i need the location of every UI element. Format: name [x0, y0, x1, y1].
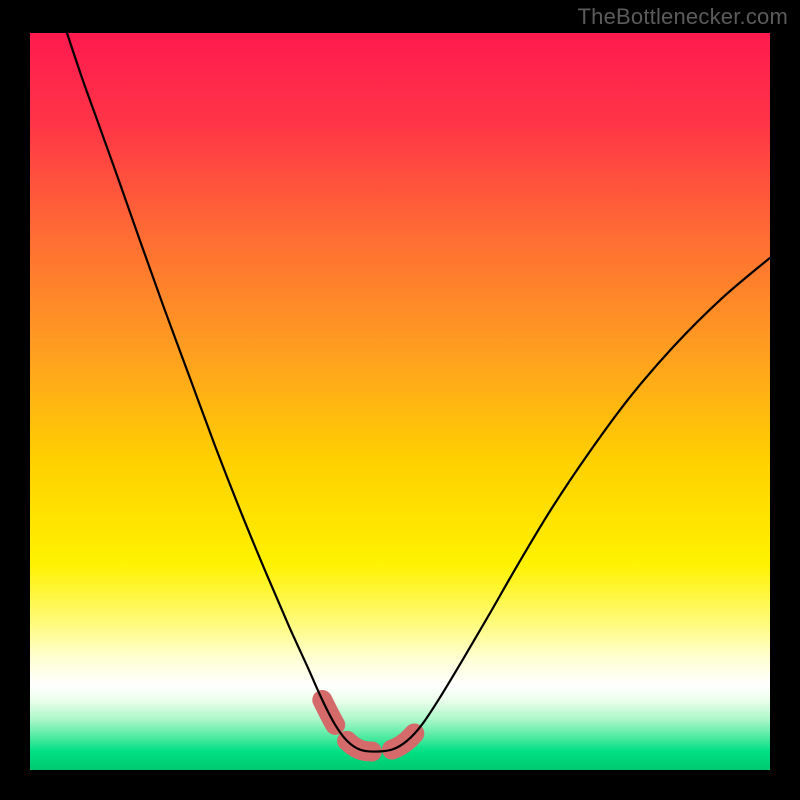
plot-background — [30, 33, 770, 770]
watermark-text: TheBottlenecker.com — [578, 4, 788, 30]
chart-stage: TheBottlenecker.com — [0, 0, 800, 800]
chart-svg — [0, 0, 800, 800]
